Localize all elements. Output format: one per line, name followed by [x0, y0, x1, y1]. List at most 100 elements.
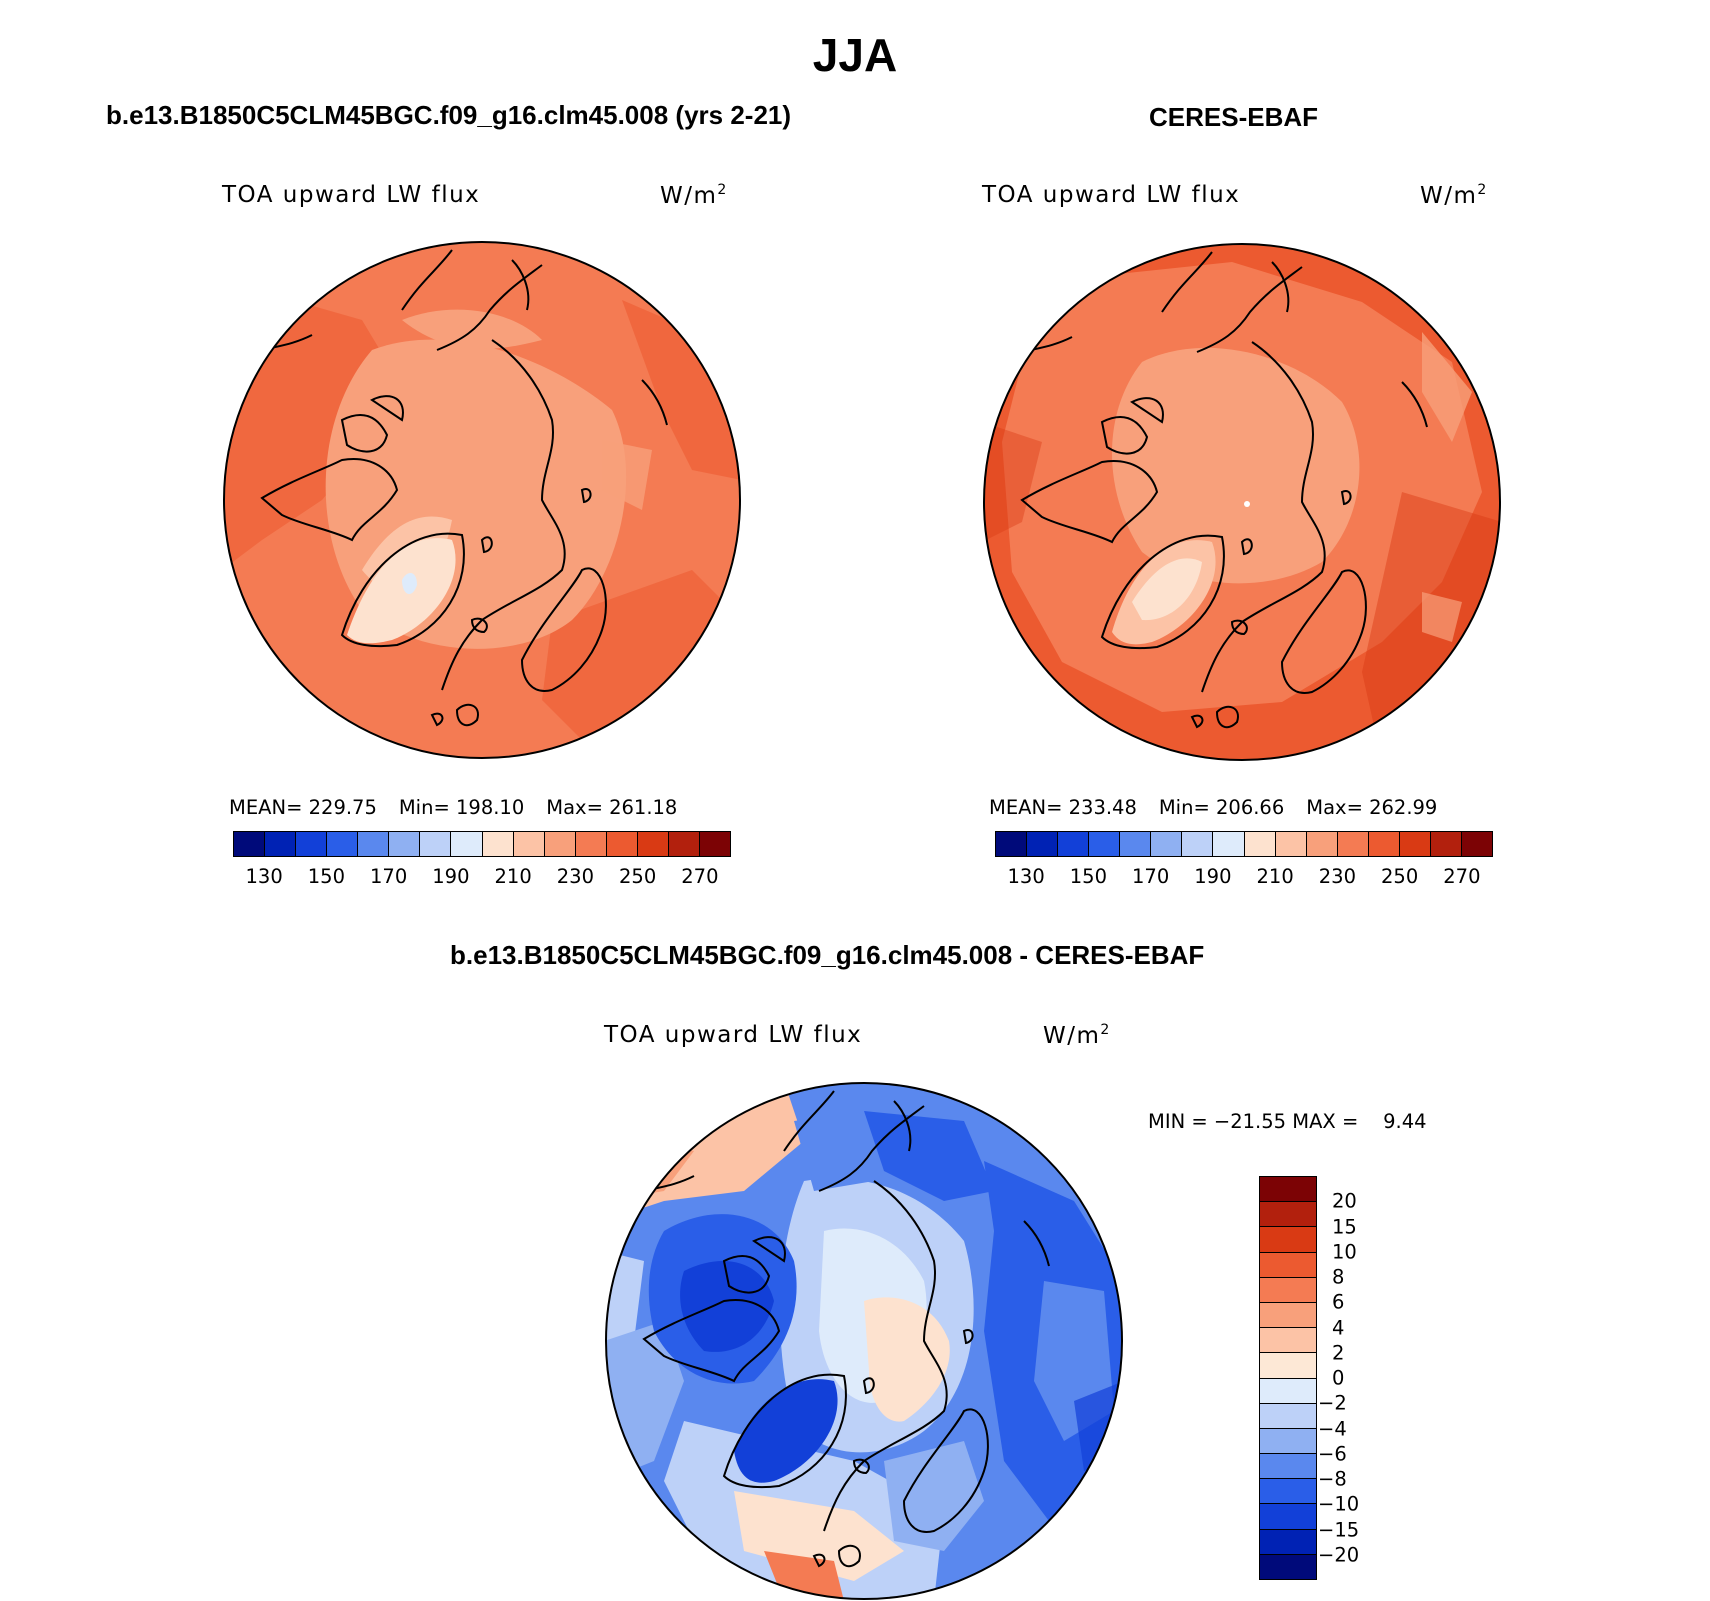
colorbar-swatch	[327, 832, 359, 856]
colorbar-swatch	[1260, 1177, 1316, 1203]
colorbar-tick-label: 170	[1132, 865, 1170, 888]
colorbar-swatch	[1089, 832, 1121, 856]
colorbar-swatch	[1260, 1328, 1316, 1354]
colorbar-swatch	[1337, 832, 1369, 856]
colorbar-tick-label: 210	[494, 865, 532, 888]
colorbar-tick-label: 2	[1332, 1341, 1345, 1365]
colorbar-tick-label: 190	[1194, 865, 1232, 888]
colorbar-swatch	[1461, 832, 1492, 856]
colorbar-swatch	[1430, 832, 1462, 856]
colorbar-swatch	[451, 832, 483, 856]
colorbar-tick-label: −20	[1318, 1543, 1360, 1567]
colorbar-tick-label: 270	[1443, 865, 1481, 888]
colorbar-swatch	[1182, 832, 1214, 856]
colorbar-swatch	[1275, 832, 1307, 856]
colorbar-tick-label: −10	[1318, 1492, 1360, 1516]
colorbar-swatch	[1399, 832, 1431, 856]
diff-colorbar-ticks: 20 15 10 8 6 4 2 0 −2 −4 −6 −8 −10 −15 −20	[1318, 1176, 1386, 1578]
diff-colorbar	[1259, 1176, 1317, 1580]
panel2-polar-map	[983, 243, 1501, 761]
panel2-units: W/m2	[1420, 182, 1487, 209]
panel1-variable-label: TOA upward LW flux	[222, 182, 481, 208]
panel3-title: b.e13.B1850C5CLM45BGC.f09_g16.clm45.008 …	[450, 940, 1205, 970]
colorbar-tick-label: 15	[1332, 1215, 1357, 1238]
colorbar-tick-label: 270	[681, 865, 719, 888]
colorbar-swatch	[1120, 832, 1152, 856]
colorbar-swatch	[1244, 832, 1276, 856]
panel3-units: W/m2	[1043, 1022, 1110, 1049]
colorbar-swatch	[482, 832, 514, 856]
colorbar-swatch	[1260, 1378, 1316, 1404]
panel1-polar-map	[223, 241, 741, 759]
colorbar-tick-label: 20	[1332, 1189, 1357, 1213]
colorbar-swatch	[265, 832, 297, 856]
colorbar-tick-label: −2	[1318, 1391, 1347, 1415]
colorbar-tick-label: 6	[1332, 1290, 1345, 1314]
colorbar-tick-label: 150	[1069, 865, 1107, 888]
colorbar-tick-label: 0	[1332, 1366, 1345, 1390]
colorbar-swatch	[1260, 1252, 1316, 1278]
colorbar-swatch	[1260, 1504, 1316, 1530]
colorbar-tick-label: 210	[1256, 865, 1294, 888]
colorbar-swatch	[637, 832, 669, 856]
colorbar-swatch	[1260, 1479, 1316, 1505]
colorbar-swatch	[544, 832, 576, 856]
panel2-stats: MEAN= 233.48 Min= 206.66 Max= 262.99	[989, 796, 1438, 819]
colorbar-tick-label: 10	[1332, 1240, 1357, 1264]
colorbar-swatch	[1260, 1529, 1316, 1555]
panel3-polar-map	[605, 1082, 1123, 1600]
colorbar-tick-label: 190	[432, 865, 470, 888]
colorbar-swatch	[1151, 832, 1183, 856]
colorbar-swatch	[1260, 1302, 1316, 1329]
colorbar-swatch	[296, 832, 328, 856]
colorbar-tick-label: 8	[1332, 1265, 1345, 1289]
colorbar-tick-label: 4	[1332, 1316, 1345, 1339]
panel2-colorbar	[995, 831, 1493, 857]
colorbar-swatch	[668, 832, 700, 856]
colorbar-swatch	[1260, 1403, 1316, 1429]
colorbar-swatch	[1368, 832, 1400, 856]
colorbar-tick-label: 170	[370, 865, 408, 888]
colorbar-tick-label: 250	[1381, 865, 1419, 888]
colorbar-swatch	[1027, 832, 1059, 856]
panel1-colorbar-ticks: 130 150 170 190 210 230 250 270	[233, 865, 729, 889]
main-title: JJA	[812, 29, 898, 81]
colorbar-swatch	[1058, 832, 1090, 856]
panel2-variable-label: TOA upward LW flux	[982, 182, 1241, 208]
colorbar-swatch	[1260, 1227, 1316, 1253]
panel2-title: CERES-EBAF	[1149, 102, 1319, 132]
colorbar-swatch	[420, 832, 452, 856]
colorbar-swatch	[389, 832, 421, 856]
colorbar-swatch	[996, 832, 1028, 856]
panel1-stats: MEAN= 229.75 Min= 198.10 Max= 261.18	[229, 796, 678, 819]
colorbar-swatch	[1260, 1353, 1316, 1379]
colorbar-swatch	[1260, 1554, 1316, 1579]
colorbar-swatch	[513, 832, 545, 856]
panel3-variable-label: TOA upward LW flux	[604, 1022, 863, 1048]
colorbar-tick-label: −15	[1318, 1518, 1360, 1541]
colorbar-swatch	[699, 832, 730, 856]
colorbar-swatch	[358, 832, 390, 856]
colorbar-swatch	[234, 832, 266, 856]
colorbar-tick-label: −4	[1318, 1417, 1347, 1440]
colorbar-tick-label: 130	[1007, 865, 1045, 888]
colorbar-tick-label: 250	[619, 865, 657, 888]
colorbar-swatch	[1260, 1454, 1316, 1480]
colorbar-swatch	[1213, 832, 1245, 856]
panel1-title: b.e13.B1850C5CLM45BGC.f09_g16.clm45.008 …	[106, 100, 792, 130]
panel1-units: W/m2	[660, 182, 727, 209]
panel1-colorbar	[233, 831, 731, 857]
colorbar-swatch	[575, 832, 607, 856]
colorbar-swatch	[1306, 832, 1338, 856]
colorbar-tick-label: −8	[1318, 1467, 1347, 1491]
colorbar-swatch	[606, 832, 638, 856]
colorbar-swatch	[1260, 1202, 1316, 1228]
colorbar-swatch	[1260, 1277, 1316, 1303]
panel2-colorbar-ticks: 130 150 170 190 210 230 250 270	[995, 865, 1491, 889]
colorbar-tick-label: 230	[1318, 865, 1356, 888]
colorbar-tick-label: 150	[307, 865, 345, 888]
colorbar-swatch	[1260, 1428, 1316, 1455]
colorbar-tick-label: 130	[245, 865, 283, 888]
colorbar-tick-label: −6	[1318, 1442, 1347, 1466]
colorbar-tick-label: 230	[556, 865, 594, 888]
